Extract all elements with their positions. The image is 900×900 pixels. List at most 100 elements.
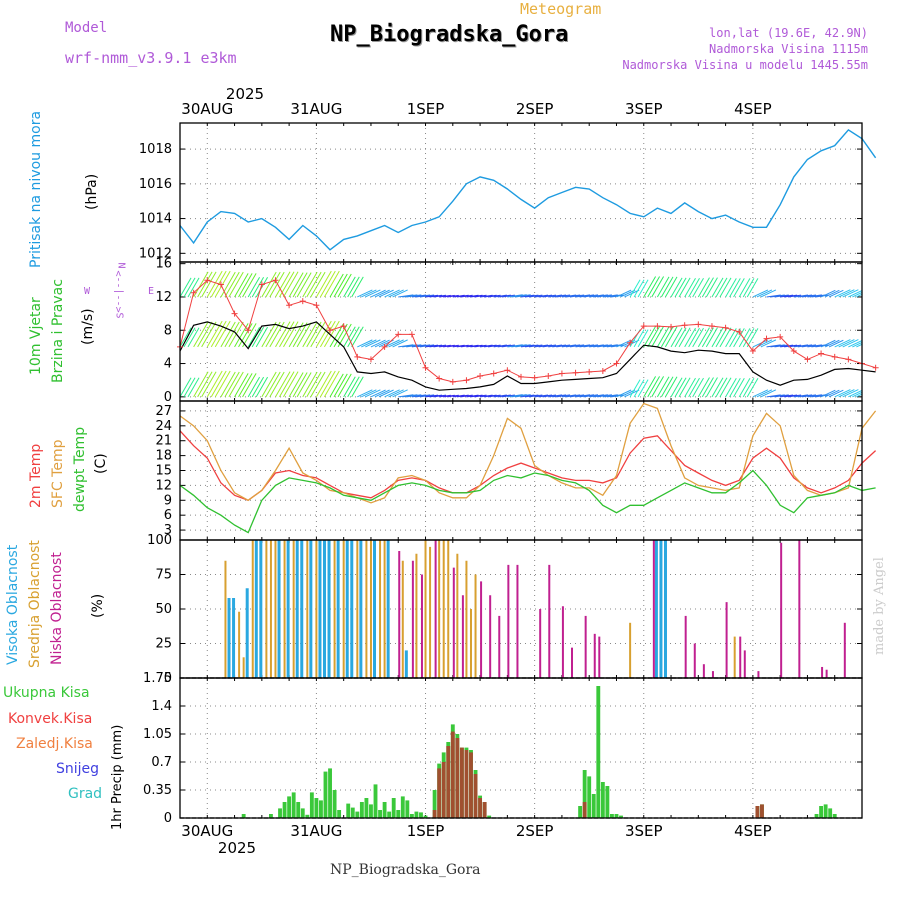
wind-arrow: [729, 378, 741, 398]
wind-arrow: [265, 321, 281, 348]
wind-speed-line: [179, 321, 876, 391]
wind-arrow: [548, 294, 563, 298]
wind-arrow: [261, 271, 277, 298]
wind-arrow: [597, 344, 612, 348]
total-precip-bar: [391, 798, 396, 818]
wind-arrow: [370, 289, 386, 298]
total-precip-bar: [282, 802, 287, 818]
wind-gust-marker: [408, 331, 415, 338]
total-precip-bar: [378, 810, 382, 818]
wind-arrow: [770, 394, 785, 398]
wind-arrow: [660, 276, 674, 298]
wind-arrow: [255, 326, 269, 348]
total-precip-bar: [305, 814, 310, 818]
station-title: NP_Biogradska_Gora: [330, 22, 569, 47]
wind-arrow: [688, 277, 700, 298]
wind-arrow: [692, 377, 704, 398]
wind-arrow: [515, 344, 531, 348]
wind-arrow: [296, 372, 312, 398]
wind-gust-marker: [395, 331, 402, 338]
wind-arrow: [725, 328, 737, 348]
temp2m-line: [179, 430, 877, 502]
wind-arrow: [552, 394, 567, 398]
wind-arrow: [766, 344, 781, 348]
wind-arrow: [411, 344, 427, 348]
total-precip-bar: [619, 815, 623, 818]
wind-arrow: [528, 394, 543, 398]
wind-arrow: [374, 389, 390, 398]
wind-arrow: [583, 394, 599, 398]
wind-arrow: [725, 378, 737, 398]
wind-arrow: [660, 326, 674, 348]
total-precip-bar: [291, 792, 296, 818]
wind-arrow: [876, 390, 891, 397]
wind-gust-marker: [313, 302, 320, 309]
wind-arrow: [296, 272, 312, 298]
wind-arrow: [488, 394, 501, 398]
wind-arrow: [524, 294, 539, 298]
wind-arrow: [388, 289, 404, 298]
bottom-date-label: 2SEP: [515, 822, 554, 840]
wind-arrow: [474, 344, 487, 348]
y-tick-label: 0.35: [143, 783, 172, 798]
wind-arrow: [474, 394, 487, 398]
wind-arrow: [384, 289, 400, 298]
wind-arrow: [351, 326, 364, 348]
wind-arrow: [651, 376, 665, 398]
total-precip-bar: [332, 790, 337, 818]
wind-gust-marker: [736, 328, 743, 335]
wind-arrow: [534, 294, 549, 298]
wind-arrow: [511, 344, 527, 348]
y-tick-label: 6: [164, 508, 172, 523]
wind-arrow: [742, 278, 755, 298]
wind-arrow: [220, 321, 236, 348]
wind-arrow: [210, 320, 227, 348]
wind-arrow: [193, 321, 209, 348]
wind-arrow: [310, 371, 326, 398]
y-tick-label: 12: [155, 478, 172, 493]
wind-arrow: [180, 327, 192, 348]
wind-arrow: [306, 271, 322, 298]
wind-arrow: [870, 390, 885, 397]
wind-arrow: [180, 277, 192, 298]
wind-arrow: [738, 328, 751, 348]
wind-arrow: [251, 376, 265, 398]
wind-arrow: [388, 339, 404, 348]
wind-arrow: [520, 294, 535, 298]
wind-arrow: [484, 394, 497, 398]
wind-arrow: [419, 344, 435, 348]
wind-gust-marker: [668, 323, 675, 330]
wind-arrow: [719, 327, 732, 348]
wind-arrow: [701, 377, 714, 398]
wind-arrow: [484, 294, 497, 298]
wind-arrow: [664, 376, 678, 398]
conv-precip-bar: [760, 804, 764, 818]
wind-arrow: [856, 293, 862, 298]
wind-arrow: [337, 273, 352, 298]
panel-frame-pressure: [179, 122, 863, 263]
wind-arrow: [279, 371, 295, 398]
wind-gust-marker: [777, 333, 784, 340]
wind-arrow: [296, 322, 312, 348]
conv-precip-bar: [446, 746, 451, 818]
total-precip-bar: [487, 815, 492, 818]
wind-gust-marker: [818, 350, 825, 357]
wind-gust-marker: [477, 373, 484, 380]
wind-arrow: [310, 321, 326, 348]
wind-arrow: [238, 373, 253, 398]
wind-arrow: [411, 394, 427, 398]
total-precip-bar: [419, 812, 423, 818]
wind-arrow: [452, 344, 465, 348]
wind-arrow: [392, 389, 408, 398]
y-tick-label: 15: [155, 464, 172, 479]
wind-arrow: [692, 327, 704, 348]
wind-arrow: [206, 270, 223, 298]
wind-arrow: [766, 394, 781, 398]
y-tick-label: 24: [155, 419, 172, 434]
wind-arrow: [265, 271, 281, 298]
wind-arrow: [633, 379, 645, 398]
conv-precip-bar: [473, 774, 478, 818]
wind-arrow: [542, 394, 557, 398]
wind-arrow: [497, 294, 511, 298]
